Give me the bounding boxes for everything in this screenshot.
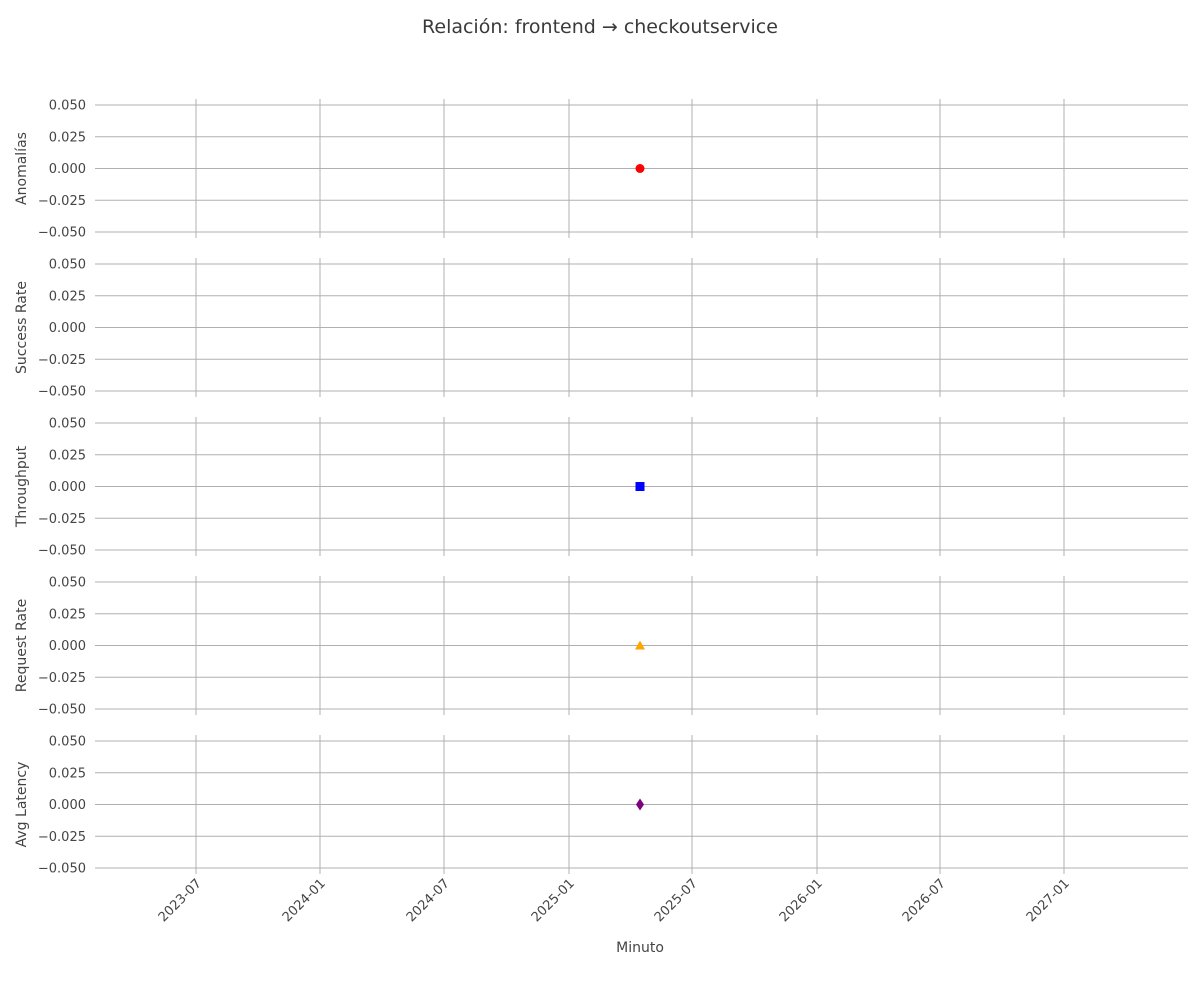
x-tick-label: 2024-07 — [404, 876, 453, 925]
y-tick-label: 0.025 — [49, 289, 86, 304]
x-tick-label: 2027-01 — [1024, 876, 1073, 925]
y-tick-label: −0.025 — [38, 353, 86, 368]
x-tick-label: 2025-07 — [652, 876, 701, 925]
y-tick-label: 0.050 — [49, 735, 86, 750]
y-tick-label: −0.050 — [38, 385, 86, 400]
x-tick-label: 2026-07 — [900, 876, 949, 925]
y-tick-label: −0.025 — [38, 830, 86, 845]
subplot-throughput: 0.050 0.025 0.000 −0.025 −0.050 Throughput — [14, 417, 1188, 559]
x-tick-label: 2025-01 — [529, 876, 578, 925]
y-tick-label: 0.050 — [49, 417, 86, 432]
x-tick-label: 2026-01 — [777, 876, 826, 925]
x-axis-label: Minuto — [616, 940, 664, 956]
x-tick-label: 2024-01 — [280, 876, 329, 925]
y-tick-label: 0.000 — [49, 798, 86, 813]
data-point — [636, 798, 644, 811]
data-point — [635, 164, 645, 173]
data-point — [635, 640, 645, 650]
subplot-anomal-as: 0.050 0.025 0.000 −0.025 −0.050 Anomalías — [14, 99, 1188, 241]
y-tick-label: 0.000 — [49, 162, 86, 177]
y-tick-label: 0.050 — [49, 576, 86, 591]
y-axis-label: Throughput — [14, 445, 30, 528]
y-tick-label: −0.050 — [38, 226, 86, 241]
y-tick-label: 0.000 — [49, 321, 86, 336]
y-axis-label: Request Rate — [14, 599, 30, 692]
y-tick-label: −0.025 — [38, 194, 86, 209]
y-axis-label: Anomalías — [14, 132, 30, 205]
y-tick-label: 0.000 — [49, 480, 86, 495]
y-axis-label: Avg Latency — [14, 762, 30, 848]
data-point — [635, 482, 645, 491]
chart-title: Relación: frontend → checkoutservice — [422, 16, 778, 38]
y-tick-label: −0.050 — [38, 862, 86, 877]
subplot-request-rate: 0.050 0.025 0.000 −0.025 −0.050 Request Rate — [14, 576, 1188, 718]
y-tick-label: 0.000 — [49, 639, 86, 654]
y-tick-label: −0.050 — [38, 703, 86, 718]
y-tick-label: 0.025 — [49, 607, 86, 622]
y-tick-label: 0.025 — [49, 130, 86, 145]
y-tick-label: −0.025 — [38, 671, 86, 686]
y-axis-label: Success Rate — [14, 281, 30, 374]
x-tick-label: 2023-07 — [156, 876, 205, 925]
y-tick-label: −0.050 — [38, 544, 86, 559]
y-tick-label: 0.025 — [49, 448, 86, 463]
y-tick-label: 0.050 — [49, 258, 86, 273]
subplot-success-rate: 0.050 0.025 0.000 −0.025 −0.050 Success Rate — [14, 258, 1188, 400]
subplot-avg-latency: 0.050 0.025 0.000 −0.025 −0.050 Avg Latency — [14, 735, 1188, 877]
y-tick-label: 0.050 — [49, 99, 86, 114]
y-tick-label: −0.025 — [38, 512, 86, 527]
y-tick-label: 0.025 — [49, 766, 86, 781]
